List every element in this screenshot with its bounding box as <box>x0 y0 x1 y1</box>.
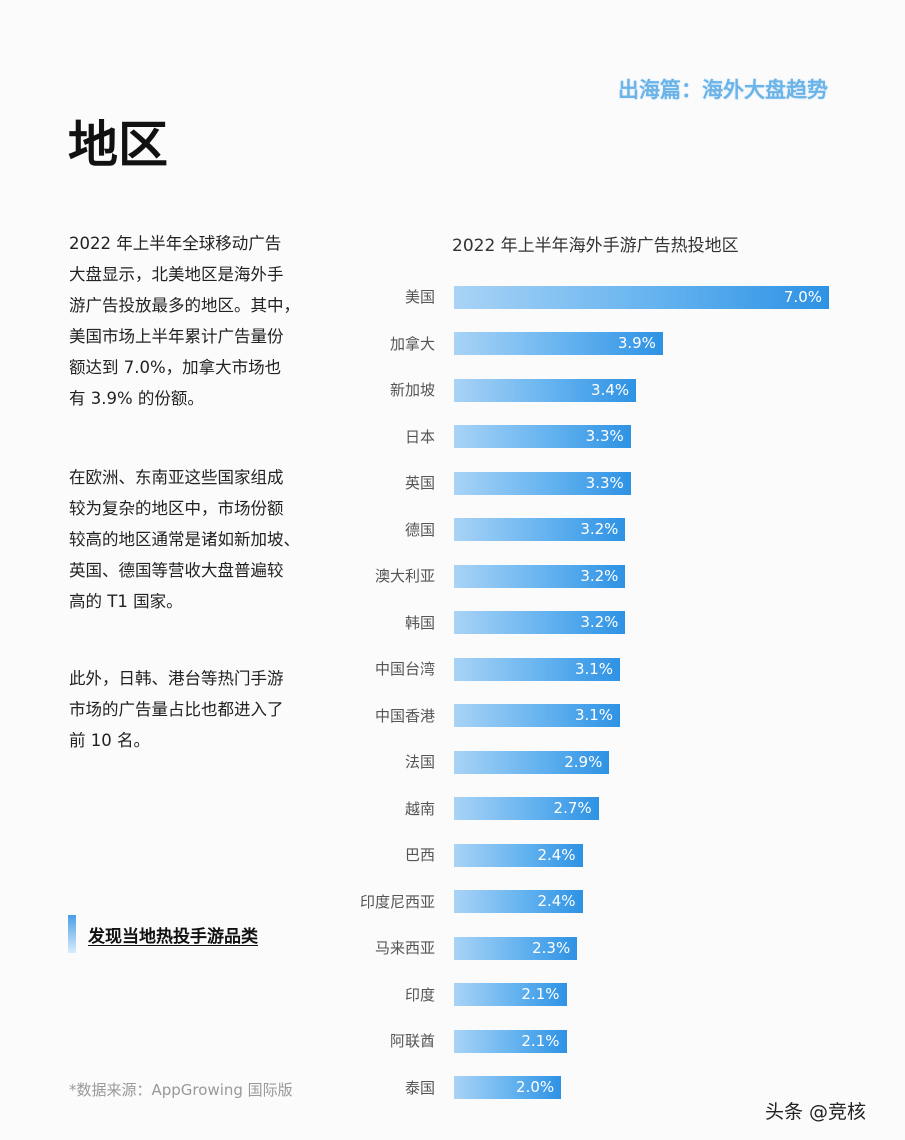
discover-link-label[interactable]: 发现当地热投手游品类 <box>88 926 258 947</box>
category-label: 中国台湾 <box>374 660 435 678</box>
paragraph-line: 有 3.9% 的份额。 <box>69 389 204 408</box>
category-label: 韩国 <box>404 613 435 632</box>
chart-title: 2022 年上半年海外手游广告热投地区 <box>452 236 739 256</box>
paragraph: 在欧洲、东南亚这些国家组成 较为复杂的地区中，市场份额 较高的地区通常是诸如新加坡、… <box>69 462 339 617</box>
category-label: 德国 <box>404 520 435 539</box>
bar: 3.9% <box>454 332 663 355</box>
accent-bar <box>68 915 76 953</box>
bar: 2.0% <box>454 1076 562 1099</box>
bar: 3.2% <box>454 564 626 588</box>
section-tag: 出海篇：海外大盘趋势 <box>618 78 828 102</box>
bar: 2.1% <box>454 983 567 1006</box>
data-label: 2.1% <box>521 985 560 1003</box>
data-label: 3.3% <box>585 473 624 492</box>
data-label: 2.4% <box>537 892 576 910</box>
discover-link[interactable]: 发现当地热投手游品类 <box>68 915 258 953</box>
watermark: 头条 @竞核 <box>765 1101 867 1123</box>
category-label: 巴西 <box>404 846 435 864</box>
data-label: 2.1% <box>521 1031 560 1050</box>
bar: 2.4% <box>454 890 583 913</box>
paragraph-line: 额达到 7.0%，加拿大市场也 <box>69 358 282 377</box>
data-label: 3.2% <box>580 520 619 538</box>
bar: 2.1% <box>454 1029 567 1053</box>
paragraph-line: 在欧洲、东南亚这些国家组成 <box>69 468 284 487</box>
paragraph-line: 市场的广告量占比也都进入了 <box>69 700 284 719</box>
paragraph-line: 大盘显示，北美地区是海外手 <box>69 265 284 284</box>
category-label: 法国 <box>404 753 435 771</box>
data-label: 2.9% <box>564 752 603 771</box>
category-label: 美国 <box>404 288 435 306</box>
paragraph-line: 2022 年上半年全球移动广告 <box>69 234 282 253</box>
data-source: *数据来源：AppGrowing 国际版 <box>69 1081 293 1099</box>
data-label: 3.2% <box>580 613 619 631</box>
paragraph-line: 前 10 名。 <box>69 731 150 750</box>
data-label: 3.1% <box>574 659 614 678</box>
paragraph-line: 美国市场上半年累计广告量份 <box>69 327 284 346</box>
category-label: 中国香港 <box>374 706 435 725</box>
category-label: 日本 <box>404 427 435 446</box>
data-label: 3.2% <box>580 566 619 585</box>
bar: 2.9% <box>454 750 610 774</box>
category-label: 新加坡 <box>389 381 435 399</box>
bar: 2.7% <box>454 797 599 820</box>
paragraph-line: 游广告投放最多的地区。其中， <box>69 296 300 315</box>
data-label: 2.0% <box>516 1078 555 1096</box>
category-label: 澳大利亚 <box>374 567 435 585</box>
bar: 3.2% <box>454 611 626 634</box>
category-label: 越南 <box>404 799 435 818</box>
bar: 3.3% <box>454 471 631 495</box>
bar: 3.3% <box>454 425 631 448</box>
category-label: 阿联酋 <box>389 1032 435 1050</box>
data-label: 7.0% <box>783 287 822 306</box>
data-label: 3.1% <box>574 706 614 724</box>
paragraph-line: 此外，日韩、港台等热门手游 <box>69 669 284 688</box>
category-label: 加拿大 <box>389 334 435 353</box>
paragraph-line: 较为复杂的地区中，市场份额 <box>69 499 284 518</box>
category-label: 英国 <box>404 474 435 492</box>
bar: 3.1% <box>454 704 621 727</box>
bar: 3.4% <box>454 378 637 402</box>
data-label: 3.4% <box>591 380 630 399</box>
category-label: 印度尼西亚 <box>359 892 435 911</box>
data-label: 3.3% <box>585 427 624 445</box>
bar: 3.1% <box>454 657 621 681</box>
data-label: 3.9% <box>617 334 656 352</box>
category-label: 泰国 <box>404 1078 435 1097</box>
category-label: 印度 <box>404 985 435 1004</box>
bar: 2.3% <box>454 936 578 960</box>
bar: 2.4% <box>454 843 583 867</box>
paragraph-line: 高的 T1 国家。 <box>69 592 183 611</box>
page-title: 地区 <box>68 116 168 174</box>
data-label: 2.3% <box>532 938 571 957</box>
data-label: 2.7% <box>553 799 592 817</box>
paragraph-line: 较高的地区通常是诸如新加坡、 <box>69 530 300 549</box>
paragraph: 此外，日韩、港台等热门手游 市场的广告量占比也都进入了前 10 名。 <box>69 663 339 756</box>
bar: 3.2% <box>454 518 626 541</box>
data-label: 2.4% <box>537 845 576 864</box>
paragraph: 2022 年上半年全球移动广告 大盘显示，北美地区是海外手 游广告投放最多的地区。其… <box>69 228 339 414</box>
bar: 7.0% <box>454 285 829 309</box>
paragraph-line: 英国、德国等营收大盘普遍较 <box>69 561 284 580</box>
category-label: 马来西亚 <box>374 939 435 957</box>
